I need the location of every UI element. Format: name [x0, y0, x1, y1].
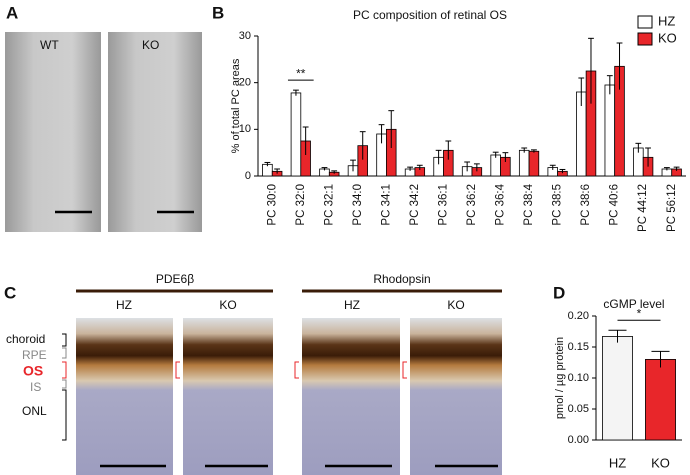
legend-swatch [637, 32, 653, 46]
x-tick-label: PC 38:4 [523, 183, 535, 225]
stain-label: Rhodopsin [373, 272, 430, 286]
image-label: WT [40, 38, 59, 52]
y-tick-label: 0.20 [568, 310, 589, 322]
x-tick-label: PC 38:5 [552, 184, 564, 226]
chart-title: cGMP level [603, 297, 664, 311]
legend-swatch [637, 15, 653, 29]
significance-label: * [637, 306, 642, 320]
ihc-image [183, 318, 273, 475]
ihc-image [76, 318, 173, 475]
y-tick-label: 0 [245, 170, 251, 182]
layer-label: choroid [6, 332, 45, 346]
x-tick-label: PC 32:0 [295, 184, 307, 226]
x-tick-label: PC 38:6 [580, 184, 592, 226]
x-tick-label: PC 32:1 [323, 184, 335, 226]
bar [490, 154, 501, 177]
bar [528, 150, 540, 177]
bar [518, 149, 530, 177]
layer-label: OS [23, 363, 43, 379]
y-tick-label: 20 [239, 77, 251, 89]
x-tick-label: PC 30:0 [266, 184, 278, 226]
panel-label: B [212, 3, 224, 22]
bar [645, 358, 676, 441]
y-axis-label: pmol / µg protein [554, 337, 566, 419]
y-tick-label: 0.05 [568, 403, 589, 415]
sem-image [108, 32, 202, 232]
x-tick-label: PC 34:2 [409, 184, 421, 226]
y-tick-label: 0.10 [568, 372, 589, 384]
bar [290, 92, 302, 177]
x-tick-label: PC 34:0 [352, 184, 364, 226]
y-axis-label: % of total PC areas [230, 58, 242, 153]
panel-label: D [553, 283, 565, 302]
x-tick-label: PC 36:4 [495, 183, 507, 225]
panel-label: C [4, 283, 16, 302]
x-tick-label: PC 40:6 [609, 184, 621, 226]
chart-title: PC composition of retinal OS [353, 8, 507, 22]
x-tick-label: PC 34:1 [380, 184, 392, 226]
ihc-image [410, 318, 502, 475]
significance-label: ** [296, 66, 306, 80]
y-tick-label: 10 [239, 123, 251, 135]
bar [602, 336, 633, 441]
group-label: KO [447, 298, 464, 312]
y-tick-label: 30 [239, 30, 251, 42]
legend-label: HZ [658, 13, 675, 28]
layer-brackets [62, 333, 407, 441]
y-tick-label: 0.00 [568, 434, 589, 446]
group-label: HZ [344, 298, 360, 312]
y-tick-label: 0.15 [568, 341, 589, 353]
group-label: HZ [116, 298, 132, 312]
layer-label: IS [30, 380, 41, 394]
panel-label: A [6, 3, 18, 22]
legend-label: KO [658, 30, 677, 45]
x-tick-label: HZ [609, 455, 626, 470]
ihc-image [302, 318, 400, 475]
stain-label: PDE6β [156, 272, 194, 286]
sem-image [5, 32, 101, 232]
group-label: KO [219, 298, 236, 312]
layer-label: RPE [22, 348, 47, 362]
x-tick-label: PC 44:12 [637, 184, 649, 232]
layer-label: ONL [22, 404, 47, 418]
x-tick-label: KO [651, 455, 670, 470]
x-tick-label: PC 36:2 [466, 184, 478, 226]
bar [604, 84, 616, 177]
image-label: KO [142, 38, 159, 52]
x-tick-label: PC 36:1 [437, 184, 449, 226]
x-tick-label: PC 56:12 [666, 184, 678, 232]
